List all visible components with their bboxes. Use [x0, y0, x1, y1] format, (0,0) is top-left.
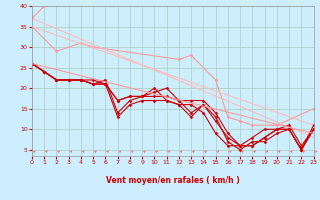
X-axis label: Vent moyen/en rafales ( km/h ): Vent moyen/en rafales ( km/h ) [106, 176, 240, 185]
